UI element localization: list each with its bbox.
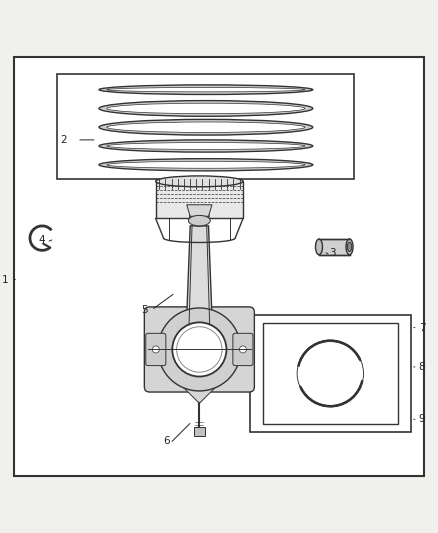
Bar [263, 323, 398, 424]
Text: 4: 4 [39, 235, 46, 245]
Ellipse shape [99, 85, 313, 94]
Text: 6: 6 [163, 436, 170, 446]
Ellipse shape [155, 176, 243, 187]
Polygon shape [179, 325, 220, 330]
Ellipse shape [99, 140, 313, 152]
Ellipse shape [188, 215, 210, 226]
Polygon shape [179, 383, 220, 403]
Circle shape [152, 346, 159, 353]
FancyBboxPatch shape [145, 307, 254, 392]
Ellipse shape [107, 161, 305, 168]
Ellipse shape [107, 87, 305, 92]
Circle shape [158, 308, 241, 391]
Circle shape [172, 322, 226, 376]
Circle shape [297, 341, 363, 406]
Ellipse shape [99, 119, 313, 135]
Text: 9: 9 [419, 414, 425, 424]
Polygon shape [187, 205, 212, 216]
Polygon shape [186, 226, 212, 330]
Ellipse shape [107, 122, 305, 133]
Text: 8: 8 [419, 362, 425, 372]
Bar [194, 427, 205, 436]
Text: 7: 7 [419, 322, 425, 333]
FancyBboxPatch shape [233, 333, 253, 366]
Circle shape [190, 207, 209, 226]
Ellipse shape [99, 101, 313, 116]
Text: 1: 1 [2, 274, 8, 285]
Circle shape [297, 341, 363, 406]
Text: 5: 5 [141, 305, 148, 315]
Ellipse shape [99, 159, 313, 171]
Ellipse shape [347, 242, 352, 252]
Circle shape [177, 327, 222, 372]
Text: 3: 3 [329, 248, 336, 259]
Ellipse shape [346, 239, 353, 255]
Bar [155, 181, 243, 219]
Bar [319, 239, 350, 255]
Text: 2: 2 [61, 135, 67, 145]
FancyBboxPatch shape [146, 333, 166, 366]
Ellipse shape [107, 103, 305, 114]
Ellipse shape [107, 142, 305, 149]
Bar [250, 314, 411, 432]
Circle shape [240, 346, 247, 353]
Ellipse shape [315, 239, 322, 255]
Bar [57, 75, 354, 179]
